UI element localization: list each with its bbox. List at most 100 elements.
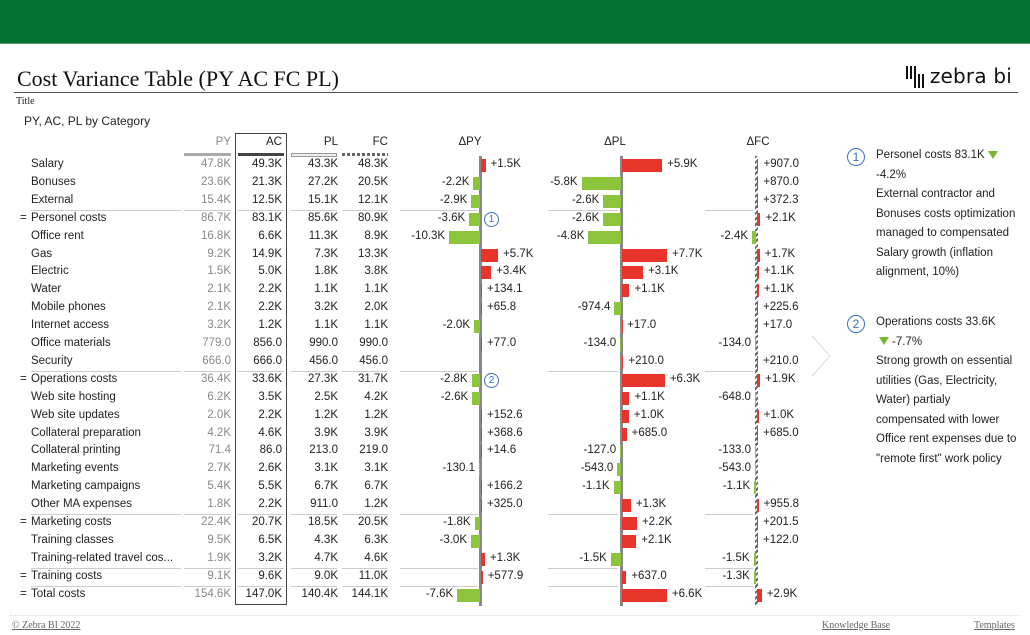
variance-bar-positive (757, 284, 759, 298)
cell-ac: 6.5K (258, 533, 282, 546)
variance-bar-positive (757, 534, 758, 548)
variance-label: +2.2K (641, 516, 673, 528)
cell-ac: 1.2K (258, 319, 282, 332)
fc-legend-mark (342, 153, 388, 156)
variance-label: +1.3K (489, 551, 521, 564)
header-py: PY (215, 136, 231, 148)
variance-label: -4.8K (556, 229, 585, 242)
cell-ac: 5.5K (258, 480, 282, 493)
variance-bar-negative (449, 230, 480, 244)
copyright-link[interactable]: © Zebra BI 2022 (12, 620, 81, 631)
variance-label: +5.9K (667, 158, 698, 170)
page-title: Cost Variance Table (PY AC FC PL) (17, 66, 339, 91)
variance-label: +1.3K (635, 498, 667, 511)
cell-py: 15.4K (200, 193, 231, 206)
row-label: Personel costs (31, 211, 107, 224)
table-row-total: = Training costs 9.1K 9.6K 9.0K 11.0K +577.9 +6… (0, 568, 1030, 586)
variance-label: -1.5K (579, 551, 607, 564)
variance-label: +2.9K (766, 587, 798, 600)
variance-label: +152.6 (487, 408, 523, 421)
cell-ac: 14.9K (251, 247, 282, 260)
variance-label: -1.5K (722, 551, 750, 564)
down-triangle-icon (879, 337, 889, 346)
variance-bar-positive (481, 266, 492, 280)
cell-fc: 48.3K (357, 158, 388, 170)
variance-label: -127.0 (583, 444, 617, 457)
total-marker: = (20, 516, 27, 528)
cell-ac: 20.7K (251, 516, 282, 528)
note-change: -4.2% (876, 168, 907, 181)
variance-bar-negative (471, 534, 480, 548)
cell-ac: 856.0 (253, 337, 282, 349)
cell-py: 23.6K (200, 175, 231, 188)
table-row-total: = Total costs 154.6K 147.0K 140.4K 144.1K -7.6… (0, 586, 1030, 604)
variance-bar-positive (481, 570, 483, 584)
variance-bar-positive (481, 338, 482, 351)
variance-label: +3.4K (496, 265, 527, 278)
variance-label: +1.1K (634, 390, 665, 403)
cell-py: 4.2K (207, 426, 231, 439)
row-separator (548, 209, 618, 211)
variance-bar-positive (481, 284, 482, 298)
templates-link[interactable]: Templates (974, 620, 1015, 631)
variance-bar-positive (481, 248, 499, 262)
variance-label: +210.0 (628, 354, 664, 367)
cell-fc: 219.0 (359, 444, 388, 457)
cell-py: 666.0 (202, 354, 231, 367)
variance-label: -134.0 (718, 337, 751, 349)
header-delta-pl: ΔPL (604, 136, 626, 148)
row-separator (705, 209, 753, 211)
variance-label: -2.0K (442, 319, 471, 332)
cell-pl: 140.4K (301, 587, 338, 600)
row-separator (705, 567, 753, 569)
cell-ac: 147.0K (245, 587, 282, 600)
cell-pl: 43.3K (307, 158, 338, 170)
row-label: Other MA expenses (31, 498, 132, 511)
variance-label: -543.0 (718, 462, 751, 475)
variance-bar-positive (622, 355, 624, 369)
variance-label: +907.0 (763, 158, 799, 170)
top-banner (0, 0, 1030, 44)
cell-py: 1.5K (207, 265, 231, 278)
row-separator (31, 209, 181, 211)
variance-bar-positive (481, 481, 482, 495)
variance-label: +14.6 (487, 444, 517, 457)
cell-py: 5.4K (207, 480, 231, 493)
cell-fc: 4.6K (364, 551, 388, 564)
variance-bar-positive (757, 176, 759, 190)
variance-bar-negative (472, 391, 480, 405)
row-separator (184, 585, 231, 587)
row-separator (548, 370, 618, 372)
table-row: Internet access 3.2K 1.2K 1.1K 1.1K -2.0K +17.… (0, 317, 1030, 335)
cell-ac: 2.2K (258, 498, 282, 511)
variance-label: -648.0 (718, 390, 751, 403)
table-row: Bonuses 23.6K 21.3K 27.2K 20.5K -2.2K -5.8K +87… (0, 174, 1030, 192)
variance-bar-positive (622, 391, 630, 405)
variance-bar-positive (757, 588, 762, 602)
variance-bar-positive (622, 534, 637, 548)
variance-bar-positive (481, 409, 482, 423)
variance-bar-positive (622, 570, 627, 584)
variance-bar-negative (479, 463, 480, 477)
variance-bar-negative (754, 391, 756, 405)
cell-py: 47.8K (200, 158, 231, 170)
cell-fc: 20.5K (357, 516, 388, 528)
cell-py: 3.2K (207, 319, 231, 332)
cell-ac: 49.3K (251, 158, 282, 170)
cell-pl: 85.6K (307, 211, 338, 224)
variance-bar-positive (481, 302, 482, 316)
variance-label: -974.4 (577, 301, 611, 314)
row-separator (184, 370, 231, 372)
chevron-right-icon[interactable] (810, 334, 832, 378)
variance-label: -5.8K (550, 175, 578, 188)
row-label: Office rent (31, 229, 84, 242)
row-label: Collateral preparation (31, 426, 141, 439)
cell-pl: 4.7K (314, 551, 338, 564)
cell-pl: 11.3K (308, 229, 338, 242)
cell-ac: 4.6K (258, 426, 282, 439)
knowledge-base-link[interactable]: Knowledge Base (822, 620, 891, 631)
variance-bar-positive (481, 552, 485, 566)
variance-label: +7.7K (672, 247, 703, 260)
cell-pl: 1.8K (314, 265, 338, 278)
cell-py: 71.4 (208, 444, 231, 457)
